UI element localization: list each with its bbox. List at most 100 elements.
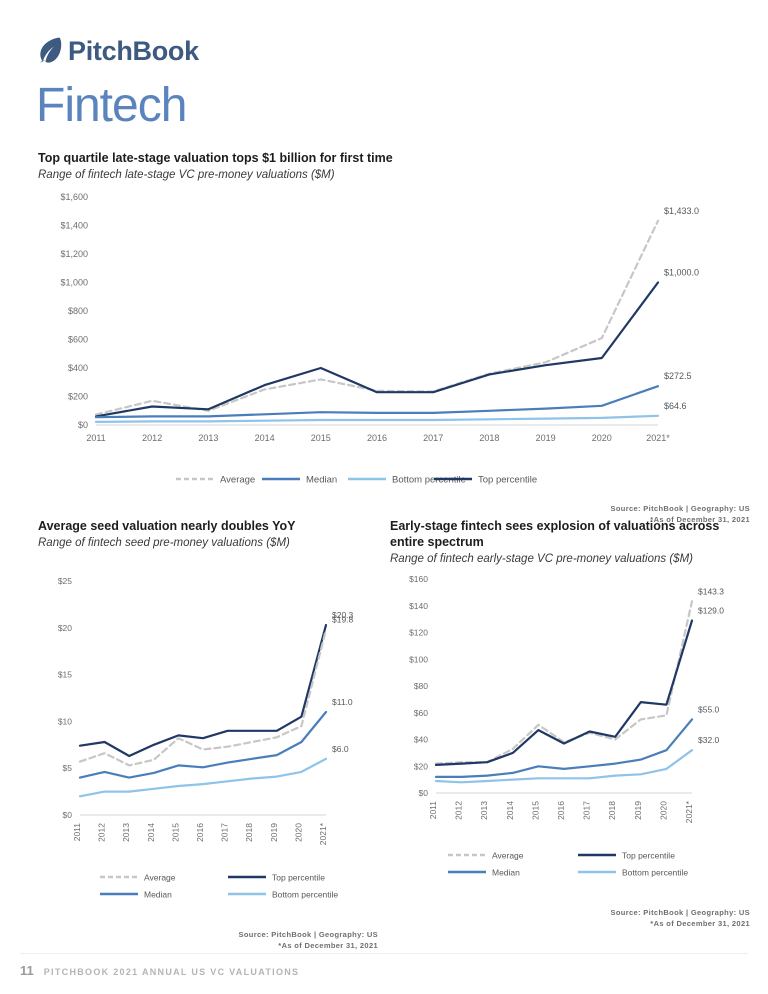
chart-source: Source: PitchBook | Geography: US *As of… (38, 503, 750, 526)
series-end-label: $20.3 (332, 610, 354, 620)
series-end-label: $272.5 (664, 371, 692, 381)
legend-label: Average (220, 474, 255, 485)
series-line-bottom-percentile (94, 414, 660, 423)
footer-title: PITCHBOOK 2021 ANNUAL US VC VALUATIONS (43, 967, 300, 977)
x-axis-tick: 2011 (428, 801, 438, 820)
chart-early-stage: Early-stage fintech sees explosion of va… (390, 518, 750, 929)
brand-logo: PitchBook (38, 36, 199, 66)
y-axis-tick: $0 (419, 788, 429, 798)
y-axis-tick: $120 (409, 627, 428, 637)
chart-source: Source: PitchBook | Geography: US *As of… (390, 907, 750, 930)
x-axis-tick: 2018 (244, 823, 254, 842)
y-axis-tick: $600 (68, 334, 88, 344)
chart-canvas: $0 $5 $10 $15 $20 $25 $20.3 $19.8 $11.0 $6.0 2011 2… (38, 573, 378, 923)
y-axis-tick: $20 (414, 761, 428, 771)
pitchbook-feather-icon (40, 37, 62, 63)
x-axis-tick: 2019 (269, 823, 279, 842)
y-axis-tick: $1,400 (60, 220, 88, 230)
x-axis-tick: 2016 (195, 823, 205, 842)
series-end-label: $1,433.0 (664, 206, 699, 216)
legend-label: Top percentile (478, 474, 537, 485)
legend-label: Median (144, 889, 172, 899)
y-axis-tick: $140 (409, 601, 428, 611)
series-end-label: $143.3 (698, 586, 724, 596)
x-axis-tick: 2012 (97, 823, 107, 842)
x-axis-tick: 2017 (423, 433, 443, 443)
series-end-label: $32.0 (698, 735, 720, 745)
legend-label: Median (306, 474, 337, 485)
legend-label: Average (144, 872, 176, 882)
chart-late-stage: Top quartile late-stage valuation tops $… (38, 150, 750, 525)
series-end-label: $1,000.0 (664, 267, 699, 277)
series-line-median (94, 385, 660, 419)
y-axis-tick: $0 (63, 810, 73, 820)
asof-line: *As of December 31, 2021 (650, 919, 750, 929)
x-axis-tick: 2014 (505, 801, 515, 820)
series-line-median (78, 710, 328, 779)
chart-subtitle: Range of fintech early-stage VC pre-mone… (390, 553, 693, 565)
series-line-top-percentile (434, 619, 694, 766)
series-end-label: $6.0 (332, 744, 349, 754)
series-line-bottom-percentile (78, 757, 328, 798)
x-axis-tick: 2015 (530, 801, 540, 820)
x-axis-tick: 2012 (142, 433, 162, 443)
series-line-bottom-percentile (434, 749, 694, 784)
legend-label: Average (492, 850, 524, 860)
y-axis-tick: $1,000 (60, 277, 88, 287)
x-axis-tick: 2015 (311, 433, 331, 443)
legend-label: Top percentile (272, 872, 325, 882)
chart-canvas: $0 $20 $40 $60 $80 $100 $120 $140 $160 $143.3 $129… (390, 571, 750, 901)
y-axis-tick: $400 (68, 363, 88, 373)
x-axis-tick: 2014 (146, 823, 156, 842)
x-axis-tick: 2019 (633, 801, 643, 820)
series-line-average (94, 219, 660, 416)
y-axis-tick: $80 (414, 681, 428, 691)
chart-seed: Average seed valuation nearly doubles Yo… (38, 518, 378, 951)
x-axis-tick: 2012 (454, 801, 464, 820)
series-line-average (434, 600, 694, 765)
series-end-label: $19.8 (332, 615, 354, 625)
chart-title: Top quartile late-stage valuation tops $… (38, 151, 393, 165)
footer-divider (20, 953, 748, 954)
x-axis-tick: 2011 (72, 823, 82, 842)
x-axis-tick: 2011 (86, 433, 105, 443)
series-line-median (434, 718, 694, 778)
x-axis-tick: 2020 (293, 823, 303, 842)
y-axis-tick: $25 (58, 576, 72, 586)
series-line-top-percentile (78, 623, 328, 758)
page-title: Fintech (36, 79, 187, 132)
source-line: Source: PitchBook | Geography: US (238, 929, 378, 939)
y-axis-tick: $1,200 (60, 249, 88, 259)
x-axis-tick: 2017 (582, 801, 592, 820)
asof-line: *As of December 31, 2021 (278, 941, 378, 951)
series-end-label: $55.0 (698, 704, 720, 714)
chart-source: Source: PitchBook | Geography: US *As of… (38, 929, 378, 952)
y-axis-tick: $200 (68, 391, 88, 401)
series-line-top-percentile (94, 281, 660, 418)
source-line: Source: PitchBook | Geography: US (610, 907, 750, 917)
chart-svg-late-stage: $0 $200 $400 $600 $800 $1,000 $1,200 $1,400 $1,6… (60, 192, 699, 486)
x-axis-tick: 2021* (684, 800, 694, 823)
y-axis-tick: $15 (58, 670, 72, 680)
series-end-label: $129.0 (698, 605, 724, 615)
x-axis-tick: 2020 (658, 801, 668, 820)
x-axis-tick: 2016 (556, 801, 566, 820)
series-line-average (78, 628, 328, 767)
footer: 11 PITCHBOOK 2021 ANNUAL US VC VALUATION… (20, 963, 299, 978)
x-axis-tick: 2021* (318, 822, 328, 845)
y-axis-tick: $160 (409, 574, 428, 584)
x-axis-tick: 2020 (592, 433, 612, 443)
chart-subtitle: Range of fintech late-stage VC pre-money… (38, 169, 335, 181)
x-axis-tick: 2013 (198, 433, 218, 443)
series-end-label: $64.6 (664, 401, 687, 411)
chart-title: Early-stage fintech sees explosion of va… (390, 519, 720, 549)
y-axis-tick: $1,600 (60, 192, 88, 202)
x-axis-tick: 2018 (607, 801, 617, 820)
y-axis-tick: $40 (414, 734, 428, 744)
chart-svg-early-stage: $0 $20 $40 $60 $80 $100 $120 $140 $160 $143.3 $129… (409, 574, 724, 878)
footer-page-number: 11 (20, 963, 34, 978)
x-axis-tick: 2021* (646, 433, 670, 443)
y-axis-tick: $0 (78, 420, 88, 430)
x-axis-tick: 2018 (479, 433, 499, 443)
